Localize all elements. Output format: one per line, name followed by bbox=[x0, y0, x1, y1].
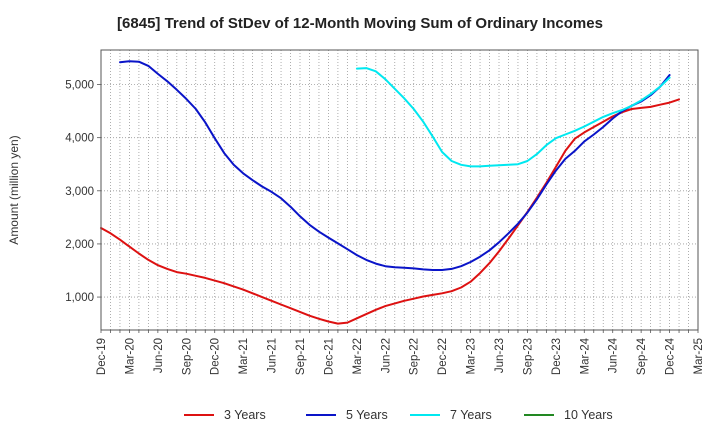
series-line-3-years bbox=[100, 98, 680, 325]
y-axis-label: Amount (million yen) bbox=[7, 135, 21, 244]
x-tick-label: Jun-23 bbox=[494, 338, 506, 373]
grid-lines bbox=[100, 50, 699, 330]
x-tick-label: Sep-23 bbox=[522, 338, 534, 375]
series-lines bbox=[100, 60, 680, 325]
x-tick-label: Mar-20 bbox=[124, 338, 136, 374]
legend-label-3-years: 3 Years bbox=[224, 408, 266, 422]
chart-title: [6845] Trend of StDev of 12-Month Moving… bbox=[117, 15, 603, 32]
legend-label-5-years: 5 Years bbox=[346, 408, 388, 422]
series-line-5-years bbox=[119, 60, 671, 271]
x-axis: Dec-19 Mar-20 Jun-20 Sep-20 Dec-20 Mar-21 Jun-… bbox=[96, 330, 705, 375]
plot-frame bbox=[100, 49, 699, 331]
y-tick-label: 4,000 bbox=[65, 133, 94, 145]
legend-label-7-years: 7 Years bbox=[450, 408, 492, 422]
y-tick-label: 5,000 bbox=[65, 80, 94, 92]
x-tick-label: Mar-24 bbox=[579, 337, 591, 374]
x-tick-label: Jun-24 bbox=[608, 337, 620, 373]
y-tick-label: 1,000 bbox=[65, 292, 94, 304]
x-tick-label: Sep-22 bbox=[409, 338, 421, 375]
x-tick-label: Sep-24 bbox=[636, 337, 648, 375]
x-tick-label: Mar-21 bbox=[238, 338, 250, 374]
x-tick-label: Sep-20 bbox=[181, 338, 193, 375]
x-tick-label: Jun-21 bbox=[267, 338, 279, 373]
y-tick-label: 3,000 bbox=[65, 186, 94, 198]
x-tick-label: Dec-22 bbox=[437, 338, 449, 375]
x-tick-label: Dec-19 bbox=[96, 338, 108, 375]
y-axis: 1,000 2,000 3,000 4,000 5,000 bbox=[65, 80, 101, 304]
x-tick-label: Dec-24 bbox=[665, 337, 677, 375]
x-tick-label: Mar-25 bbox=[693, 338, 705, 374]
x-tick-label: Jun-22 bbox=[380, 338, 392, 373]
x-tick-label: Dec-23 bbox=[551, 338, 563, 375]
y-tick-label: 2,000 bbox=[65, 239, 94, 251]
legend-label-10-years: 10 Years bbox=[564, 408, 613, 422]
x-tick-label: Jun-20 bbox=[153, 338, 165, 373]
legend: 3 Years 5 Years 7 Years 10 Years bbox=[184, 408, 613, 422]
series-line-7-years bbox=[355, 67, 671, 168]
x-tick-label: Mar-22 bbox=[352, 338, 364, 374]
x-tick-label: Sep-21 bbox=[295, 338, 307, 375]
x-tick-label: Mar-23 bbox=[466, 338, 478, 374]
x-tick-label: Dec-20 bbox=[210, 338, 222, 375]
x-tick-label: Dec-21 bbox=[323, 338, 335, 375]
